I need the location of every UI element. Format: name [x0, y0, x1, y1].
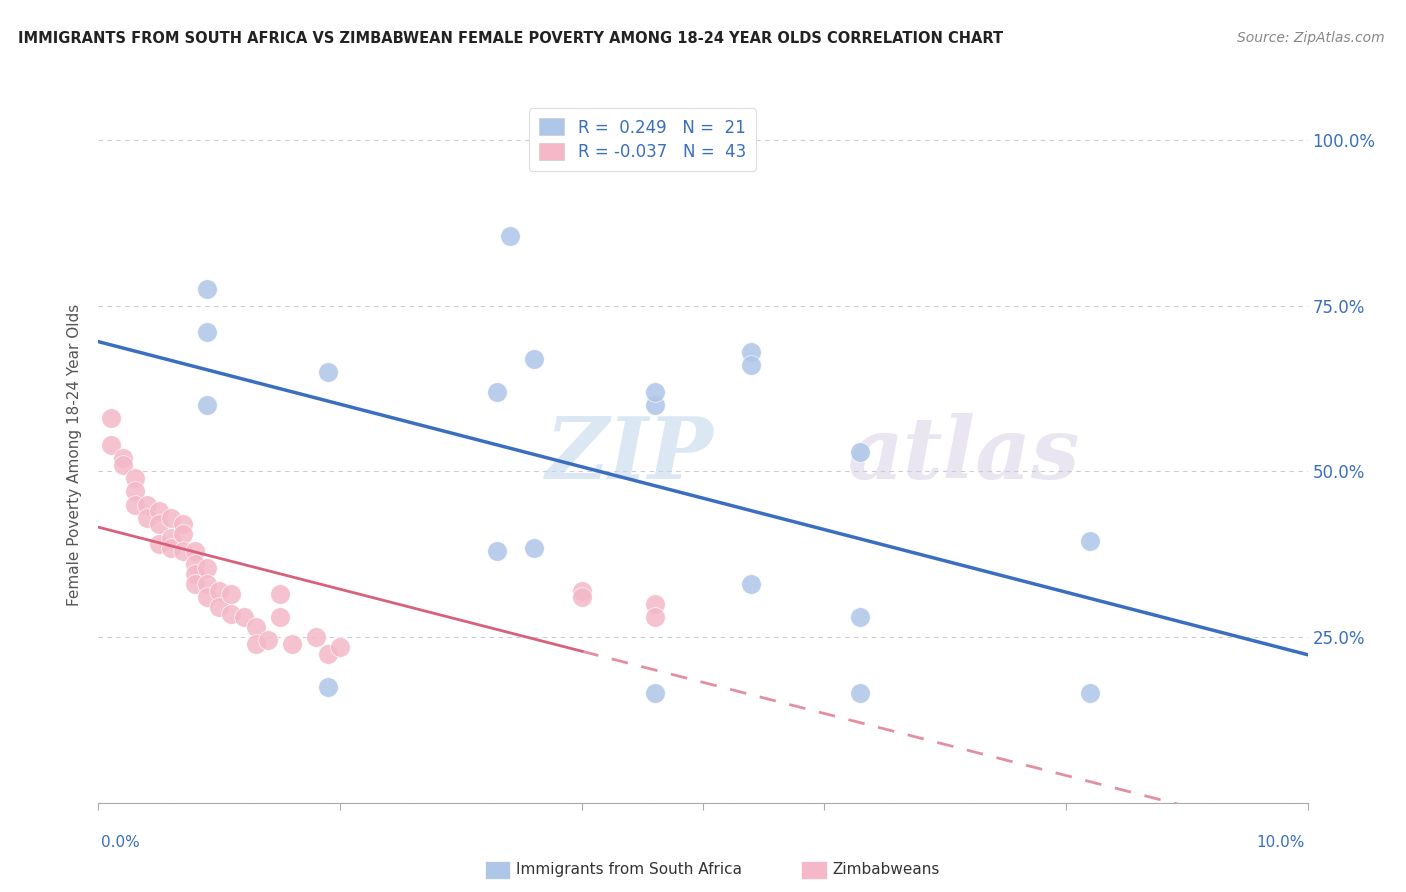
- Point: [124, 484, 146, 499]
- Point: [124, 498, 146, 512]
- Point: [221, 587, 243, 601]
- Point: [849, 610, 872, 624]
- Point: [644, 610, 666, 624]
- Point: [523, 541, 546, 555]
- Text: IMMIGRANTS FROM SOUTH AFRICA VS ZIMBABWEAN FEMALE POVERTY AMONG 18-24 YEAR OLDS : IMMIGRANTS FROM SOUTH AFRICA VS ZIMBABWE…: [18, 31, 1004, 46]
- Point: [111, 458, 134, 472]
- Point: [124, 471, 146, 485]
- Point: [644, 384, 666, 399]
- Point: [316, 365, 339, 379]
- Point: [329, 640, 352, 654]
- Point: [172, 517, 194, 532]
- Point: [184, 558, 207, 572]
- Point: [486, 384, 509, 399]
- Point: [221, 607, 243, 621]
- Point: [160, 531, 183, 545]
- Point: [184, 567, 207, 582]
- Point: [740, 359, 762, 373]
- Point: [305, 630, 328, 644]
- Point: [148, 504, 170, 518]
- Point: [100, 438, 122, 452]
- Point: [1078, 686, 1101, 700]
- Point: [172, 527, 194, 541]
- Point: [184, 577, 207, 591]
- Point: [269, 587, 291, 601]
- Text: 10.0%: 10.0%: [1257, 836, 1305, 850]
- Point: [172, 544, 194, 558]
- Point: [232, 610, 254, 624]
- Point: [644, 398, 666, 412]
- Point: [135, 511, 157, 525]
- Point: [195, 560, 218, 574]
- Point: [245, 637, 267, 651]
- Point: [111, 451, 134, 466]
- Point: [740, 345, 762, 359]
- Point: [148, 517, 170, 532]
- Point: [1078, 534, 1101, 549]
- Text: ZIP: ZIP: [546, 413, 714, 497]
- Point: [269, 610, 291, 624]
- Point: [571, 583, 593, 598]
- Point: [195, 591, 218, 605]
- Point: [281, 637, 304, 651]
- Point: [644, 597, 666, 611]
- Point: [245, 620, 267, 634]
- Text: Immigrants from South Africa: Immigrants from South Africa: [516, 863, 742, 877]
- Point: [135, 498, 157, 512]
- Point: [316, 680, 339, 694]
- Point: [849, 686, 872, 700]
- Point: [316, 647, 339, 661]
- Point: [208, 583, 231, 598]
- Legend: R =  0.249   N =  21, R = -0.037   N =  43: R = 0.249 N = 21, R = -0.037 N = 43: [529, 109, 756, 171]
- Point: [100, 411, 122, 425]
- Y-axis label: Female Poverty Among 18-24 Year Olds: Female Poverty Among 18-24 Year Olds: [67, 304, 83, 606]
- Point: [160, 541, 183, 555]
- Point: [486, 544, 509, 558]
- Point: [523, 351, 546, 366]
- Point: [740, 577, 762, 591]
- Text: 0.0%: 0.0%: [101, 836, 141, 850]
- Text: Source: ZipAtlas.com: Source: ZipAtlas.com: [1237, 31, 1385, 45]
- Point: [644, 686, 666, 700]
- Point: [184, 544, 207, 558]
- Point: [571, 591, 593, 605]
- Text: atlas: atlas: [848, 413, 1081, 497]
- Point: [148, 537, 170, 551]
- Point: [195, 326, 218, 340]
- Point: [498, 229, 520, 244]
- Point: [195, 282, 218, 296]
- Point: [195, 577, 218, 591]
- Point: [849, 444, 872, 458]
- Text: Zimbabweans: Zimbabweans: [832, 863, 939, 877]
- Point: [160, 511, 183, 525]
- Point: [195, 398, 218, 412]
- Point: [256, 633, 278, 648]
- Point: [208, 600, 231, 615]
